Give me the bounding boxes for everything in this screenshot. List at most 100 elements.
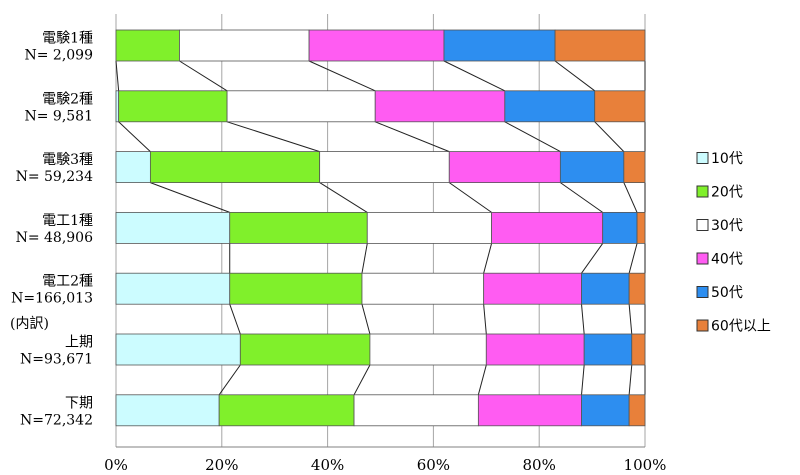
x-tick-label: 60%	[417, 456, 450, 474]
x-tick-label: 80%	[523, 456, 556, 474]
bar-segment	[115, 211, 231, 244]
bar-segment	[115, 394, 220, 427]
series-line	[319, 182, 368, 213]
series-line	[628, 364, 633, 395]
bar-segment	[366, 211, 492, 244]
bar-segment	[594, 90, 646, 123]
bar-segment	[229, 272, 363, 305]
category-sublabel: N=93,671	[20, 352, 93, 368]
x-tick-label: 20%	[205, 456, 238, 474]
legend-swatch	[696, 152, 709, 164]
series-line	[594, 121, 625, 152]
legend-swatch	[696, 219, 709, 231]
category-label: 電験2種	[42, 91, 93, 107]
bar-segment	[636, 211, 646, 244]
series-line	[361, 304, 371, 335]
bar-segment	[229, 211, 368, 244]
legend: 10代 20代 30代 40代 50代 60代以上	[696, 151, 771, 335]
bar-segment	[628, 394, 646, 427]
category-group-label: (内訳)	[10, 316, 49, 332]
x-tick-label: 100%	[624, 456, 667, 474]
legend-swatch	[696, 286, 709, 298]
bar-segment	[581, 272, 630, 305]
category-sublabel: N= 59,234	[16, 169, 94, 185]
legend-swatch	[696, 185, 709, 198]
bar-segment	[583, 333, 633, 366]
bar-segment	[554, 29, 646, 62]
series-line	[218, 364, 241, 396]
bar-segment	[239, 333, 371, 366]
series-line	[560, 182, 603, 213]
x-tick-label: 40%	[311, 456, 344, 474]
bar-segment	[115, 272, 231, 305]
series-line	[623, 182, 638, 213]
bar-segment	[115, 151, 151, 184]
series-line	[628, 304, 633, 335]
bar-segment	[443, 29, 556, 62]
category-label: 電工2種	[42, 274, 93, 290]
bar-segment	[226, 90, 376, 123]
series-line	[308, 60, 376, 92]
bar-segment	[483, 272, 582, 305]
bar-segment	[491, 211, 604, 244]
category-label: 電験3種	[42, 152, 93, 168]
bar-segment	[623, 151, 646, 184]
series-line	[581, 243, 604, 274]
legend-label: 10代	[711, 151, 743, 167]
category-label: 電験1種	[42, 31, 93, 47]
series-line	[504, 121, 561, 153]
series-line	[448, 182, 492, 213]
bar-segment	[319, 151, 450, 184]
legend-swatch	[696, 252, 709, 265]
x-tick-label: 0%	[104, 456, 128, 474]
category-sublabel: N= 48,906	[16, 230, 94, 246]
legend-label: 30代	[711, 218, 743, 234]
series-line	[118, 121, 151, 152]
bar-segment	[308, 29, 445, 62]
category-sublabel: N= 2,099	[24, 48, 93, 64]
series-line	[353, 364, 371, 396]
legend-swatch	[696, 319, 709, 332]
bar-segment	[353, 394, 479, 427]
bar-segment	[361, 272, 485, 305]
category-sublabel: N=72,342	[20, 412, 93, 428]
series-line	[443, 60, 506, 92]
bar-segment	[448, 151, 561, 184]
bar-segment	[115, 29, 180, 62]
legend-label: 50代	[711, 285, 743, 301]
bar-segment	[602, 211, 638, 244]
category-label: 下期	[65, 395, 93, 411]
bar-segment	[118, 90, 228, 123]
series-line	[628, 243, 638, 274]
series-line	[229, 304, 241, 335]
legend-label: 60代以上	[711, 319, 771, 335]
series-line	[483, 243, 493, 274]
series-line	[477, 364, 487, 395]
category-sublabel: N= 9,581	[24, 108, 93, 124]
bar-segment	[115, 333, 241, 366]
bar-segment	[477, 394, 582, 427]
category-label: 上期	[65, 335, 93, 351]
series-line	[554, 60, 596, 92]
bar-segment	[559, 151, 625, 184]
bar-segment	[581, 394, 630, 427]
legend-label: 20代	[711, 185, 743, 201]
bar-segment	[374, 90, 506, 123]
bar-segment	[179, 29, 310, 62]
series-line	[226, 121, 320, 153]
bar-segment	[149, 151, 321, 184]
category-sublabel: N=166,013	[11, 291, 93, 307]
series-line	[179, 60, 228, 92]
x-axis: 0% 20% 40% 60% 80% 100%	[104, 446, 667, 474]
bar-segment	[631, 333, 646, 366]
series-line	[115, 60, 120, 91]
bar-segment	[628, 272, 646, 305]
series-line	[581, 304, 585, 335]
bar-segment	[218, 394, 355, 427]
series-connector-lines	[115, 60, 646, 396]
bar-segment	[369, 333, 487, 366]
series-line	[375, 121, 450, 153]
bar-segment	[485, 333, 585, 366]
